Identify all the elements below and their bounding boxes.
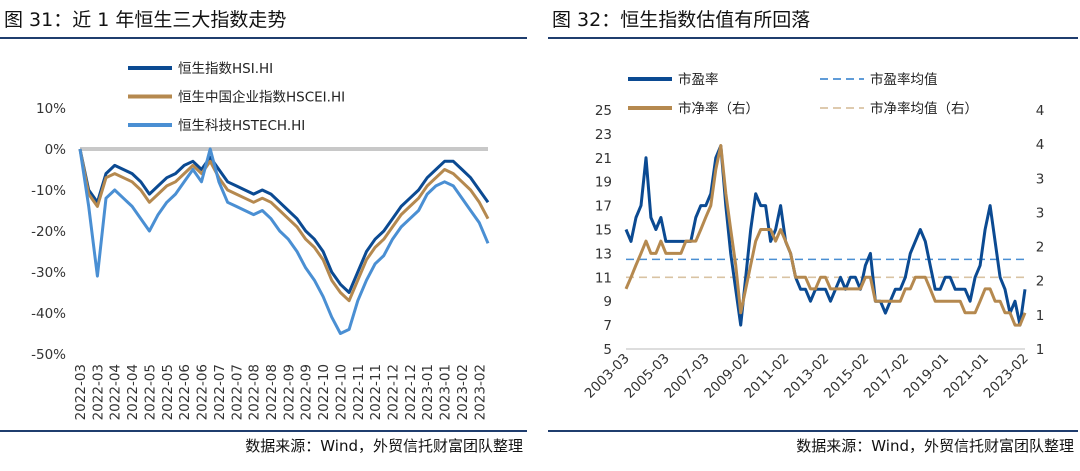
y-tick-label: 11 <box>595 270 612 286</box>
x-tick-label: 2022-08 <box>247 364 263 420</box>
x-tick-label: 2023-02 <box>981 351 1032 402</box>
chart-title: 图 32：恒生指数估值有所回落 <box>552 9 810 31</box>
legend-label: 恒生指数HSI.HI <box>178 61 273 77</box>
x-tick-label: 2022-07 <box>229 364 245 420</box>
y-tick-label: 19 <box>595 175 612 191</box>
series-line <box>624 144 1027 327</box>
y2-tick-label: 3 <box>1036 171 1045 187</box>
y-tick-label: -10% <box>31 183 66 199</box>
chart-title: 图 31：近 1 年恒生三大指数走势 <box>4 9 286 31</box>
y2-tick-label: 2 <box>1036 274 1045 290</box>
y-tick-label: 23 <box>595 127 612 143</box>
series-line <box>78 148 490 303</box>
x-tick-label: 2022-11 <box>351 364 367 420</box>
x-tick-label: 2022-12 <box>386 364 402 420</box>
x-tick-label: 2022-12 <box>403 364 419 420</box>
y-tick-label: -40% <box>31 306 66 322</box>
x-tick-label: 2022-04 <box>125 364 141 420</box>
x-tick-label: 2023-02 <box>455 364 471 420</box>
y2-tick-label: 3 <box>1036 205 1045 221</box>
x-tick-label: 2022-04 <box>108 364 124 420</box>
y-tick-label: 25 <box>595 103 612 119</box>
y2-tick-label: 1 <box>1036 342 1045 358</box>
x-tick-label: 2022-05 <box>142 364 158 420</box>
y-tick-label: 21 <box>595 151 612 167</box>
source-note: 数据来源：Wind，外贸信托财富团队整理 <box>245 437 523 455</box>
y-tick-label: 15 <box>595 223 612 239</box>
y2-tick-label: 4 <box>1036 103 1045 119</box>
x-tick-label: 2022-06 <box>177 364 193 420</box>
y-tick-label: 10% <box>36 101 66 117</box>
x-tick-label: 2023-01 <box>438 364 454 420</box>
y2-tick-label: 2 <box>1036 240 1045 256</box>
x-tick-label: 2022-09 <box>281 364 297 420</box>
x-tick-label: 2022-11 <box>368 364 384 420</box>
x-tick-label: 2022-10 <box>333 364 349 420</box>
y-tick-label: -30% <box>31 265 66 281</box>
x-tick-label: 2022-03 <box>73 364 89 420</box>
legend-label: 恒生科技HSTECH.HI <box>178 118 305 134</box>
x-tick-label: 2022-06 <box>195 364 211 420</box>
y-tick-label: 17 <box>595 199 612 215</box>
y-tick-label: -20% <box>31 224 66 240</box>
legend-label: 恒生中国企业指数HSCEI.HI <box>178 89 345 106</box>
x-tick-label: 2022-10 <box>316 364 332 420</box>
series-line <box>78 148 490 294</box>
y-tick-label: -50% <box>31 347 66 363</box>
y-tick-label: 13 <box>595 246 612 262</box>
x-tick-label: 2022-09 <box>299 364 315 420</box>
y2-tick-label: 1 <box>1036 308 1045 324</box>
y-tick-label: 0% <box>45 142 67 158</box>
y-tick-label: 9 <box>603 294 612 310</box>
x-tick-label: 2023-01 <box>420 364 436 420</box>
legend-label: 市净率（右） <box>678 100 759 117</box>
legend-label: 市盈率均值 <box>870 71 938 88</box>
source-note: 数据来源：Wind，外贸信托财富团队整理 <box>796 437 1074 455</box>
x-tick-label: 2022-07 <box>212 364 228 420</box>
series-line <box>624 144 1027 327</box>
y-tick-label: 7 <box>603 318 612 334</box>
y-tick-label: 5 <box>603 342 612 358</box>
legend-label: 市盈率 <box>678 71 719 88</box>
x-tick-label: 2023-02 <box>472 364 488 420</box>
x-tick-label: 2022-08 <box>264 364 280 420</box>
series-line <box>78 147 490 335</box>
legend-label: 市净率均值（右） <box>870 100 978 117</box>
x-tick-label: 2022-03 <box>90 364 106 420</box>
y2-tick-label: 4 <box>1036 137 1045 153</box>
x-tick-label: 2022-05 <box>160 364 176 420</box>
